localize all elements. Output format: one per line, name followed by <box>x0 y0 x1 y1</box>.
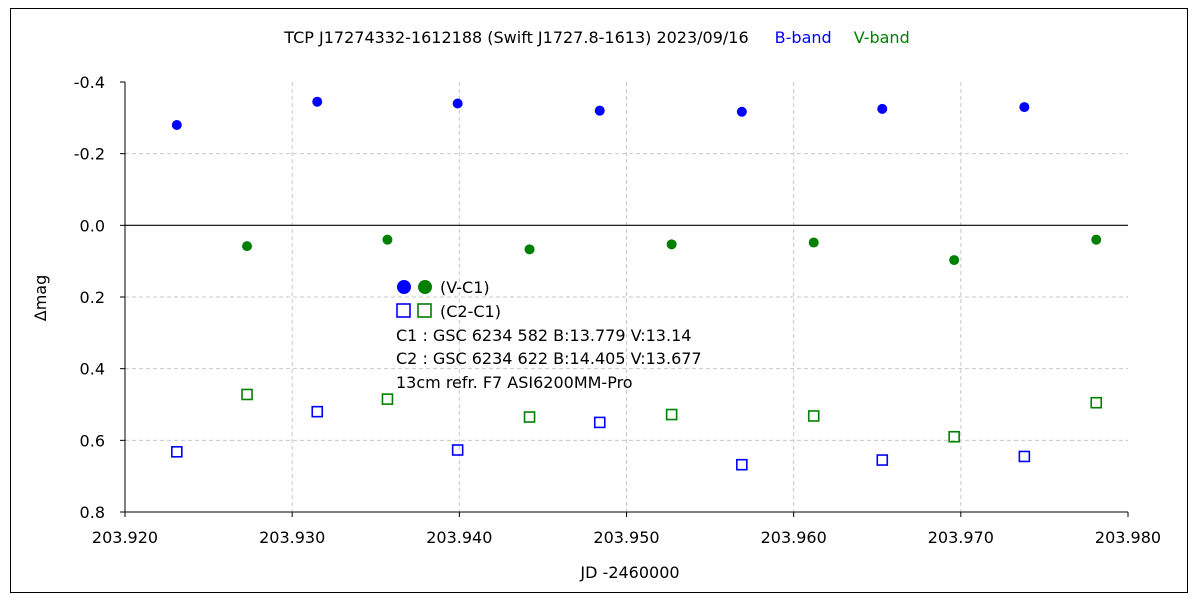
chart-frame <box>10 8 1188 593</box>
title-b-band: B-band <box>775 28 832 47</box>
data-point-circle <box>1019 102 1030 113</box>
y-tick-label: -0.2 <box>74 145 105 164</box>
data-point-circle <box>1091 234 1102 245</box>
data-point-square <box>1090 396 1103 409</box>
data-point-square <box>1018 450 1031 463</box>
x-tick-label: 203.940 <box>426 528 492 547</box>
y-axis-label: Δmag <box>31 275 50 322</box>
data-point-circle <box>312 96 323 107</box>
data-point-circle <box>736 106 747 117</box>
y-tick-label: -0.4 <box>74 73 105 92</box>
data-point-circle <box>808 237 819 248</box>
legend-b-open-marker <box>396 303 411 318</box>
x-tick-labels: 203.920 203.930 203.940 203.950 203.960 203.9… <box>92 528 1161 547</box>
data-point-circle <box>524 244 535 255</box>
data-point-square <box>948 430 960 443</box>
x-tick-label: 203.960 <box>761 528 827 547</box>
y-tick-label: 0.6 <box>80 431 105 450</box>
y-tick-label: 0.8 <box>80 503 105 522</box>
grid-lines <box>125 82 1128 512</box>
annotation-c2: C2 : GSC 6234 622 B:14.405 V:13.677 <box>396 349 702 368</box>
x-tick-label: 203.930 <box>259 528 325 547</box>
data-point-circle <box>949 255 960 266</box>
data-point-circle <box>242 241 253 252</box>
data-point-square <box>381 393 394 405</box>
y-tick-label: 0.0 <box>80 216 105 235</box>
y-tick-labels: -0.4 -0.2 0.0 0.2 0.4 0.6 0.8 <box>74 73 105 522</box>
axes <box>120 81 1129 517</box>
data-points <box>171 96 1103 471</box>
data-point-circle <box>171 120 182 130</box>
data-point-square <box>665 408 678 421</box>
title-v-band: V-band <box>854 28 910 47</box>
data-point-square <box>451 444 464 456</box>
annotation-c1: C1 : GSC 6234 582 B:13.779 V:13.14 <box>396 326 691 345</box>
y-tick-label: 0.2 <box>80 288 105 307</box>
legend-v-open-marker <box>417 303 432 318</box>
legend-v-filled-marker <box>418 280 432 294</box>
data-point-square <box>523 411 536 423</box>
data-point-circle <box>382 234 393 245</box>
data-point-circle <box>877 103 888 114</box>
legend-b-filled-marker <box>397 280 411 294</box>
x-tick-label: 203.970 <box>928 528 994 547</box>
data-point-circle <box>666 239 677 250</box>
chart-title: TCP J17274332-1612188 (Swift J1727.8-161… <box>283 28 909 47</box>
y-tick-label: 0.4 <box>80 360 105 379</box>
data-point-square <box>171 445 183 458</box>
annotation-instrument: 13cm refr. F7 ASI6200MM-Pro <box>396 373 633 392</box>
legend: (V-C1) (C2-C1) C1 : GSC 6234 582 B:13.77… <box>396 278 702 392</box>
x-axis-label: JD -2460000 <box>579 563 679 582</box>
x-tick-label: 203.920 <box>92 528 158 547</box>
data-point-square <box>241 388 253 401</box>
data-point-circle <box>452 98 463 109</box>
data-point-circle <box>594 105 605 116</box>
x-tick-label: 203.950 <box>593 528 659 547</box>
data-point-square <box>593 416 606 429</box>
x-tick-label: 203.980 <box>1095 528 1161 547</box>
data-point-square <box>807 410 820 422</box>
title-main: TCP J17274332-1612188 (Swift J1727.8-161… <box>283 28 748 47</box>
data-point-square <box>311 405 324 418</box>
data-point-square <box>736 458 748 471</box>
legend-filled-label: (V-C1) <box>440 278 490 297</box>
data-point-square <box>876 454 889 466</box>
legend-open-label: (C2-C1) <box>440 302 501 321</box>
